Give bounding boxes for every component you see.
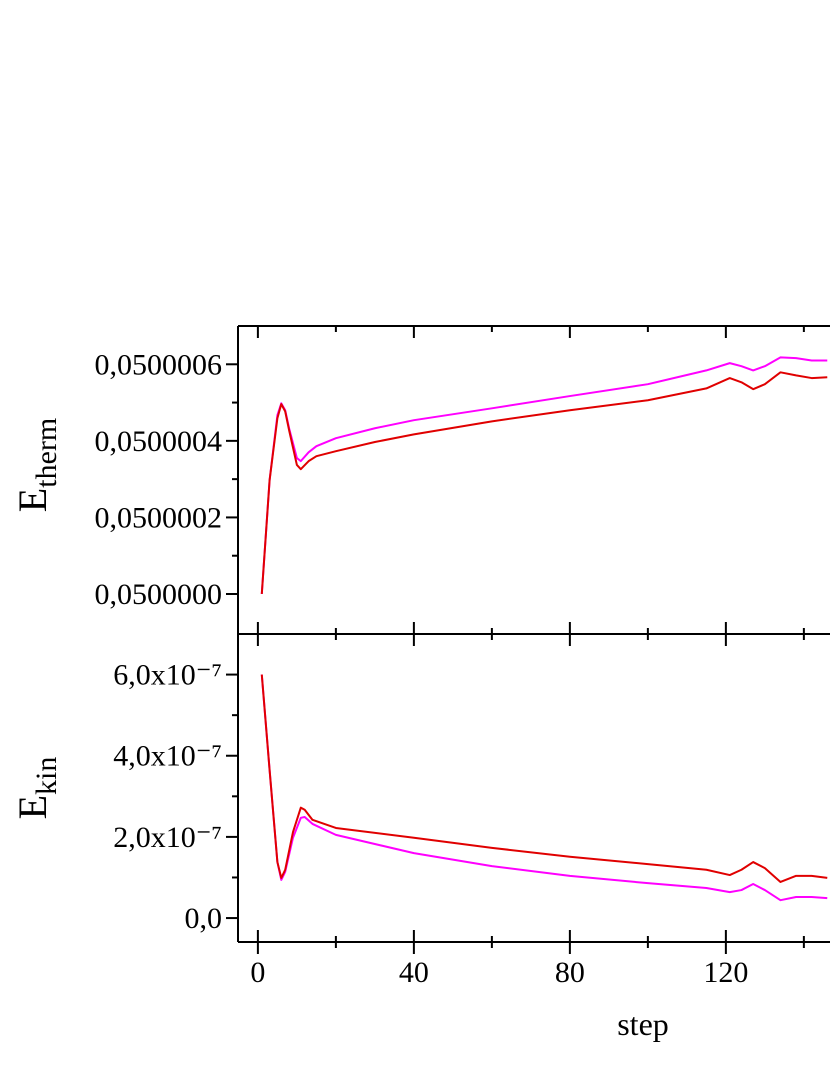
y-tick-label: 0,0500006 (95, 348, 223, 381)
y-tick-label: 2,0x10⁻⁷ (113, 821, 222, 854)
y-label-sub: therm (30, 418, 63, 488)
x-axis-label: step (617, 1006, 669, 1042)
x-tick-label: 80 (555, 956, 585, 989)
y-tick-label: 6,0x10⁻⁷ (113, 659, 222, 692)
y-label-main: E (10, 795, 55, 819)
x-tick-label: 0 (250, 956, 265, 989)
y-tick-label: 0,0500000 (95, 578, 223, 611)
y-axis-label: Ekin (10, 757, 63, 820)
y-label-main: E (10, 488, 55, 512)
x-tick-label: 120 (703, 956, 748, 989)
data-line (260, 356, 828, 595)
y-tick-label: 0,0500004 (95, 425, 223, 458)
y-label-sub: kin (30, 757, 63, 795)
y-tick-label: 0,0 (185, 902, 223, 935)
x-tick-label: 40 (399, 956, 429, 989)
data-line (260, 371, 828, 595)
y-tick-label: 4,0x10⁻⁷ (113, 740, 222, 773)
y-axis-label: Etherm (10, 418, 63, 512)
y-tick-label: 0,0500002 (95, 501, 223, 534)
plot-area (260, 674, 828, 902)
data-line (260, 674, 828, 883)
plot-area (260, 356, 828, 595)
data-line (260, 674, 828, 902)
